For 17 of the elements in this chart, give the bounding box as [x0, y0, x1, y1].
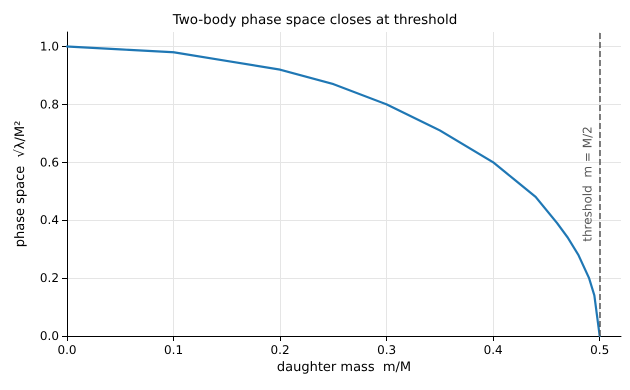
- y-tick-label: 0.4: [40, 213, 59, 228]
- x-tick-label: 0.3: [377, 343, 396, 357]
- y-tick-label: 1.0: [40, 39, 59, 54]
- y-tick-label: 0.2: [40, 271, 59, 286]
- x-axis-title: daughter mass m/M: [276, 360, 412, 375]
- line-series: [66, 45, 601, 338]
- x-tick-label: 0.5: [590, 343, 610, 357]
- y-tick-label: 0.6: [40, 155, 59, 170]
- ref-line-label: threshold m = M/2: [580, 126, 595, 242]
- chart-title: Two-body phase space closes at threshold: [172, 12, 458, 28]
- y-axis-title: phase space √λ/M²: [13, 120, 28, 248]
- x-tick-label: 0.4: [484, 343, 503, 357]
- x-tick-label: 0.1: [164, 343, 184, 357]
- x-tick-label: 0.2: [270, 343, 290, 357]
- y-tick-label: 0.0: [40, 329, 59, 343]
- x-tick-label: 0.0: [57, 343, 77, 357]
- y-tick-label: 0.8: [40, 97, 59, 112]
